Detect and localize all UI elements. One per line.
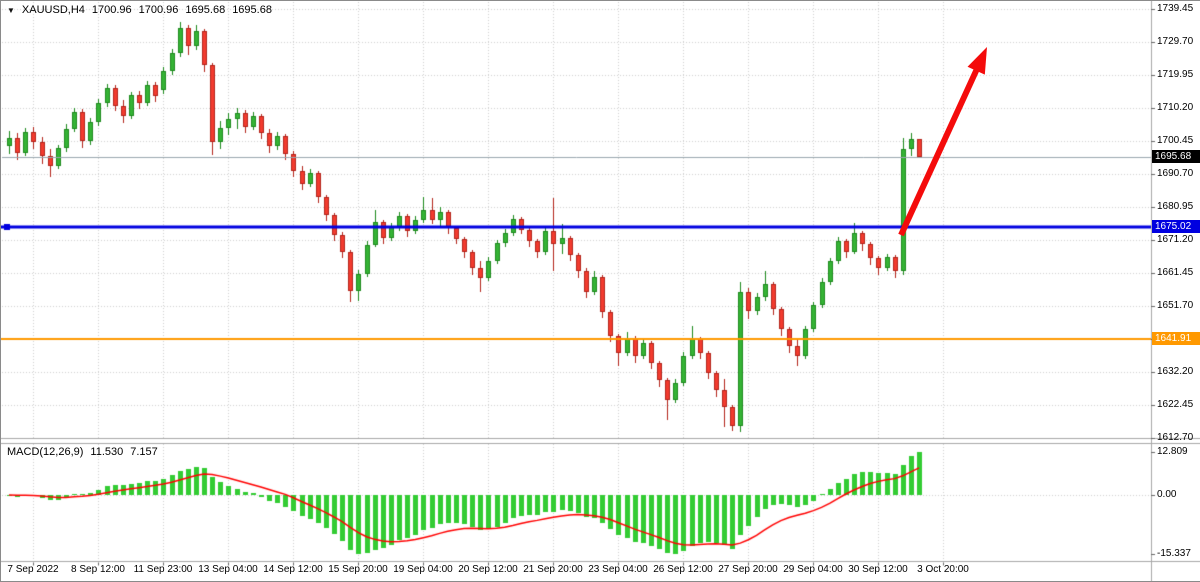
price-axis-label: 1671.20	[1157, 234, 1194, 245]
date-axis-label: 14 Sep 12:00	[263, 564, 323, 575]
price-axis-label: 1719.95	[1157, 69, 1194, 80]
macd-axis-label: 0.00	[1157, 489, 1177, 500]
date-axis-label: 19 Sep 04:00	[393, 564, 453, 575]
date-axis-label: 30 Sep 12:00	[848, 564, 908, 575]
date-axis-label: 27 Sep 20:00	[718, 564, 778, 575]
ohlc-close-value: 1695.68	[232, 4, 272, 16]
date-axis-label: 15 Sep 20:00	[328, 564, 388, 575]
ohlc-low-value: 1695.68	[185, 4, 226, 16]
macd-label: MACD(12,26,9)	[7, 446, 84, 458]
date-axis-label: 20 Sep 12:00	[458, 564, 518, 575]
date-axis-label: 3 Oct 20:00	[917, 564, 969, 575]
price-axis-label: 1700.45	[1157, 135, 1194, 146]
chart-info-bar: ▼ XAUUSD,H4 1700.96 1700.96 1695.68 1695…	[7, 4, 272, 16]
price-axis-label: 1690.70	[1157, 168, 1194, 179]
bid-price-tag: 1695.68	[1152, 150, 1200, 163]
date-axis-label: 29 Sep 04:00	[783, 564, 843, 575]
price-axis-label: 1680.95	[1157, 201, 1194, 212]
macd-main-value: 11.530	[90, 446, 124, 458]
indicator-info-bar: MACD(12,26,9) 11.530 7.157	[7, 446, 158, 458]
date-axis-label: 21 Sep 20:00	[523, 564, 583, 575]
support-line-price-tag[interactable]: 1675.02	[1152, 220, 1200, 233]
date-axis-label: 23 Sep 04:00	[588, 564, 648, 575]
ohlc-high-value: 1700.96	[138, 4, 179, 16]
date-axis-label: 11 Sep 23:00	[133, 564, 193, 575]
price-axis-label: 1651.70	[1157, 300, 1194, 311]
symbol-dropdown-icon[interactable]: ▼	[7, 5, 15, 15]
macd-signal-value: 7.157	[130, 446, 158, 458]
date-axis-label: 7 Sep 2022	[7, 564, 59, 575]
symbol-timeframe-label: XAUUSD,H4	[21, 4, 85, 16]
price-axis-label: 1622.45	[1157, 399, 1194, 410]
macd-axis-label: 12.809	[1157, 446, 1188, 457]
price-axis-label: 1612.70	[1157, 432, 1194, 443]
price-axis-label: 1661.45	[1157, 267, 1194, 278]
price-axis-label: 1710.20	[1157, 102, 1194, 113]
date-axis-label: 26 Sep 12:00	[653, 564, 713, 575]
date-axis-label: 8 Sep 12:00	[71, 564, 125, 575]
price-axis-label: 1632.20	[1157, 366, 1194, 377]
date-axis-label: 13 Sep 04:00	[198, 564, 258, 575]
price-axis-label: 1739.45	[1157, 3, 1194, 14]
price-axis-label: 1729.70	[1157, 36, 1194, 47]
level-line-price-tag[interactable]: 1641.91	[1152, 332, 1200, 345]
ohlc-open-value: 1700.96	[91, 4, 132, 16]
macd-axis-label: -15.337	[1157, 548, 1191, 559]
